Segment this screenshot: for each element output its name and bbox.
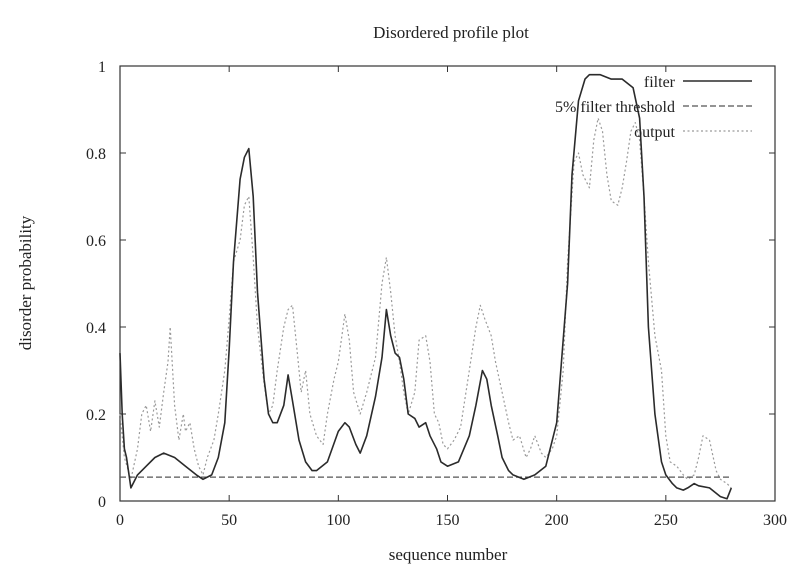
y-tick-label: 0.4 bbox=[86, 320, 106, 337]
y-tick-label: 0 bbox=[98, 494, 106, 511]
x-axis-label: sequence number bbox=[389, 545, 508, 564]
x-tick-label: 250 bbox=[654, 512, 678, 529]
x-tick-label: 0 bbox=[116, 512, 124, 529]
legend-label: filter bbox=[644, 74, 676, 91]
series-line-output bbox=[119, 117, 732, 489]
y-tick-label: 1 bbox=[98, 59, 106, 76]
x-tick-label: 200 bbox=[545, 512, 569, 529]
y-axis-label: disorder probability bbox=[16, 215, 35, 350]
y-tick-label: 0.6 bbox=[86, 233, 106, 250]
legend-label: 5% filter threshold bbox=[555, 99, 675, 116]
x-tick-label: 300 bbox=[763, 512, 787, 529]
y-tick-label: 0.8 bbox=[86, 146, 106, 163]
x-tick-label: 150 bbox=[436, 512, 460, 529]
x-tick-label: 100 bbox=[326, 512, 350, 529]
y-tick-label: 0.2 bbox=[86, 407, 106, 424]
series-line-filter bbox=[119, 73, 733, 500]
legend: filter 5% filter threshold output bbox=[555, 74, 752, 141]
chart-title: Disordered profile plot bbox=[373, 23, 529, 42]
x-tick-label: 50 bbox=[221, 512, 237, 529]
legend-label: output bbox=[634, 124, 675, 141]
